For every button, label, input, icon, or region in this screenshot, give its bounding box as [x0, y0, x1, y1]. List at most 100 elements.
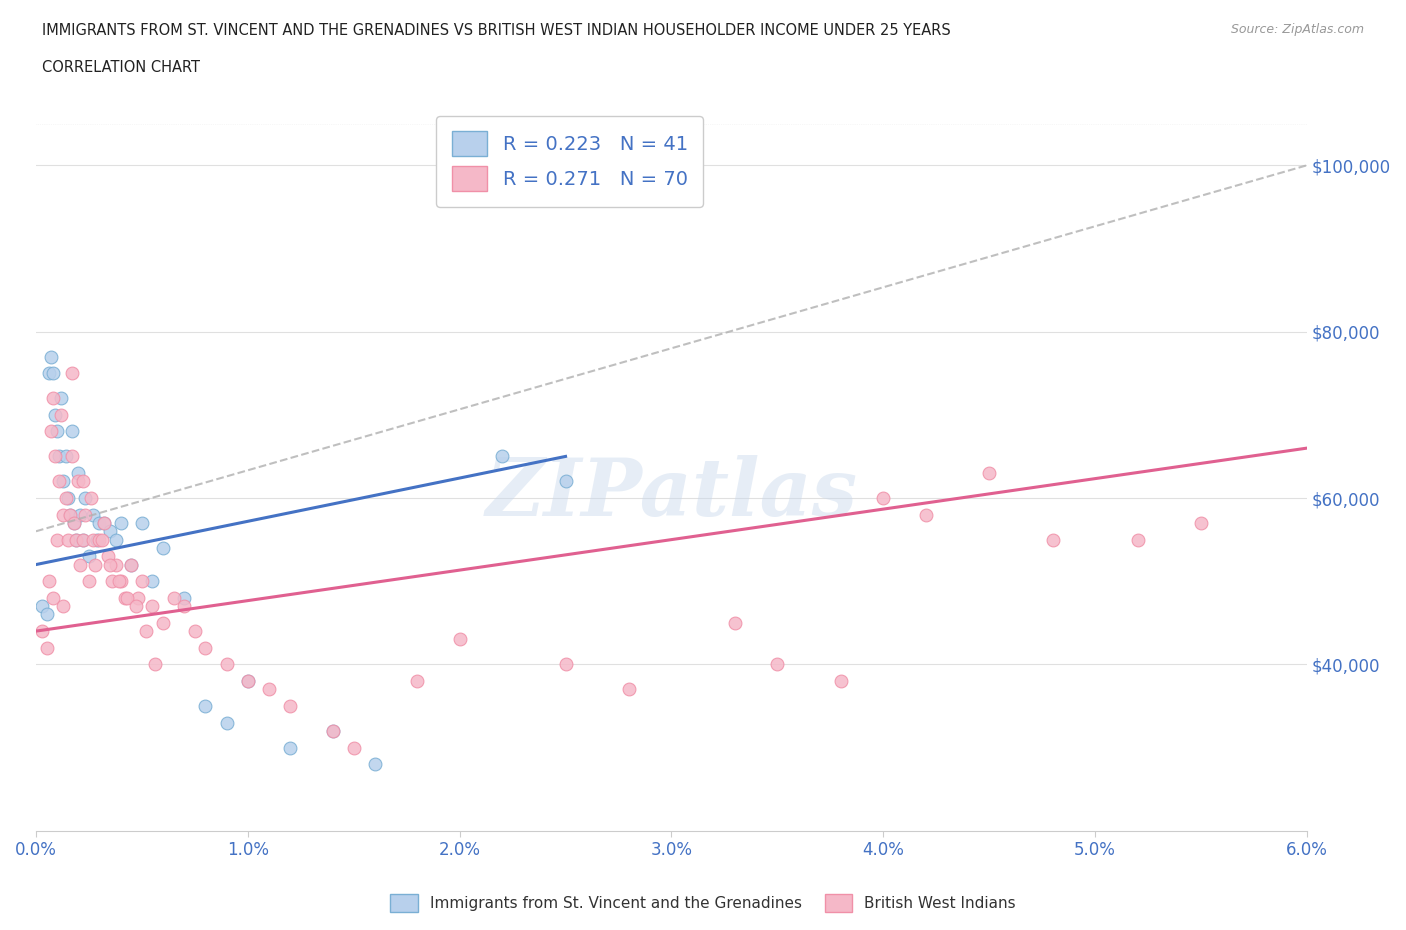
- Point: [65, 532, 87, 547]
- Point: [59, 507, 82, 522]
- Point: [152, 616, 174, 631]
- Point: [38, 365, 60, 380]
- Point: [215, 715, 238, 730]
- Point: [77, 574, 100, 589]
- Point: [406, 673, 429, 688]
- Point: [52, 507, 75, 522]
- Point: [39, 424, 62, 439]
- Point: [73, 507, 96, 522]
- Point: [110, 574, 132, 589]
- Point: [114, 591, 136, 605]
- Point: [257, 682, 280, 697]
- Point: [1189, 515, 1212, 530]
- Point: [63, 515, 86, 530]
- Point: [56, 491, 79, 506]
- Point: [63, 515, 86, 530]
- Point: [162, 591, 184, 605]
- Point: [48, 474, 70, 489]
- Point: [84, 557, 107, 572]
- Point: [35, 641, 58, 656]
- Point: [55, 449, 77, 464]
- Point: [42, 591, 65, 605]
- Point: [135, 624, 157, 639]
- Point: [72, 532, 94, 547]
- Point: [55, 491, 77, 506]
- Point: [73, 491, 96, 506]
- Point: [101, 574, 124, 589]
- Point: [724, 616, 747, 631]
- Point: [51, 391, 73, 405]
- Point: [872, 491, 894, 506]
- Point: [1126, 532, 1149, 547]
- Point: [52, 599, 75, 614]
- Point: [115, 591, 138, 605]
- Point: [72, 474, 94, 489]
- Point: [51, 407, 73, 422]
- Point: [38, 574, 60, 589]
- Point: [107, 574, 129, 589]
- Point: [105, 557, 128, 572]
- Point: [65, 532, 87, 547]
- Point: [44, 449, 66, 464]
- Point: [67, 474, 90, 489]
- Point: [48, 449, 70, 464]
- Text: IMMIGRANTS FROM ST. VINCENT AND THE GRENADINES VS BRITISH WEST INDIAN HOUSEHOLDE: IMMIGRANTS FROM ST. VINCENT AND THE GREN…: [42, 23, 950, 38]
- Text: ZIPatlas: ZIPatlas: [485, 456, 858, 533]
- Point: [1042, 532, 1064, 547]
- Point: [141, 574, 163, 589]
- Point: [35, 607, 58, 622]
- Point: [124, 599, 146, 614]
- Point: [278, 740, 301, 755]
- Point: [69, 557, 91, 572]
- Point: [184, 624, 207, 639]
- Point: [46, 424, 69, 439]
- Point: [60, 365, 83, 380]
- Point: [278, 698, 301, 713]
- Point: [194, 641, 217, 656]
- Point: [56, 532, 79, 547]
- Point: [914, 507, 936, 522]
- Point: [143, 657, 166, 671]
- Point: [236, 673, 259, 688]
- Point: [364, 757, 387, 772]
- Point: [617, 682, 640, 697]
- Point: [131, 574, 153, 589]
- Point: [42, 365, 65, 380]
- Point: [98, 524, 121, 538]
- Point: [131, 515, 153, 530]
- Point: [120, 557, 142, 572]
- Point: [80, 491, 103, 506]
- Point: [89, 532, 111, 547]
- Point: [141, 599, 163, 614]
- Point: [215, 657, 238, 671]
- Point: [152, 540, 174, 555]
- Point: [86, 532, 108, 547]
- Point: [194, 698, 217, 713]
- Point: [59, 507, 82, 522]
- Point: [554, 474, 576, 489]
- Point: [173, 599, 195, 614]
- Legend: R = 0.223   N = 41, R = 0.271   N = 70: R = 0.223 N = 41, R = 0.271 N = 70: [436, 115, 703, 206]
- Point: [82, 532, 104, 547]
- Point: [449, 632, 471, 647]
- Point: [46, 532, 69, 547]
- Point: [89, 515, 111, 530]
- Point: [67, 466, 90, 481]
- Point: [236, 673, 259, 688]
- Point: [105, 532, 128, 547]
- Point: [52, 474, 75, 489]
- Text: CORRELATION CHART: CORRELATION CHART: [42, 60, 200, 75]
- Point: [322, 724, 344, 738]
- Point: [491, 449, 513, 464]
- Point: [173, 591, 195, 605]
- Text: Source: ZipAtlas.com: Source: ZipAtlas.com: [1230, 23, 1364, 36]
- Point: [31, 599, 53, 614]
- Point: [93, 515, 115, 530]
- Point: [69, 507, 91, 522]
- Point: [39, 349, 62, 364]
- Legend: Immigrants from St. Vincent and the Grenadines, British West Indians: Immigrants from St. Vincent and the Gren…: [384, 888, 1022, 918]
- Point: [110, 515, 132, 530]
- Point: [98, 557, 121, 572]
- Point: [127, 591, 149, 605]
- Point: [60, 449, 83, 464]
